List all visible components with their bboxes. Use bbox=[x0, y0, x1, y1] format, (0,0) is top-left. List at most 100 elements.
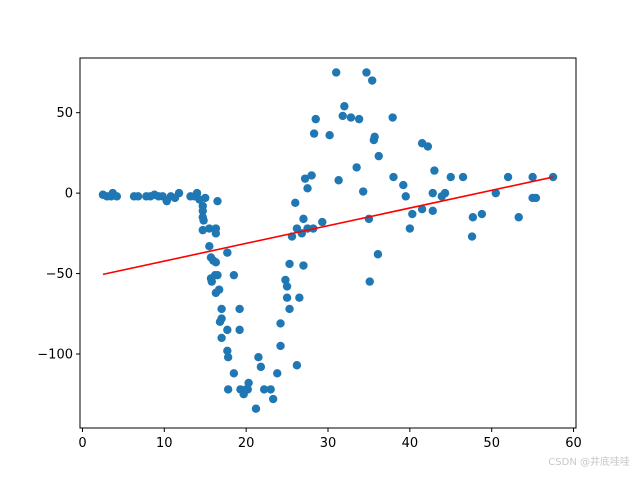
x-tick-label: 40 bbox=[402, 436, 419, 451]
data-point bbox=[295, 293, 304, 302]
data-point bbox=[205, 242, 214, 251]
data-point bbox=[373, 250, 383, 259]
data-point bbox=[229, 270, 239, 280]
data-point bbox=[389, 172, 398, 182]
data-point bbox=[214, 285, 224, 294]
x-axis: 0 10 20 30 40 50 60 bbox=[78, 428, 582, 451]
data-point bbox=[346, 113, 356, 122]
data-point bbox=[514, 213, 523, 222]
watermark: CSDN @井底哇哇 bbox=[548, 457, 630, 468]
data-point bbox=[292, 361, 302, 370]
scatter-points bbox=[98, 68, 558, 413]
data-point bbox=[211, 224, 221, 233]
data-point bbox=[276, 319, 285, 328]
data-point bbox=[285, 259, 294, 269]
data-point bbox=[458, 172, 468, 182]
data-point bbox=[405, 224, 415, 233]
data-point bbox=[334, 176, 343, 185]
data-point bbox=[401, 192, 410, 201]
data-point bbox=[325, 131, 334, 140]
data-point bbox=[223, 325, 232, 335]
data-point bbox=[440, 188, 450, 198]
data-point bbox=[446, 172, 455, 182]
data-point bbox=[251, 404, 261, 413]
data-point bbox=[528, 172, 537, 182]
data-point bbox=[244, 378, 253, 388]
data-point bbox=[358, 187, 368, 196]
y-tick-label: 0 bbox=[65, 187, 73, 202]
data-point bbox=[300, 174, 310, 183]
data-point bbox=[318, 217, 327, 227]
data-point bbox=[223, 353, 233, 362]
data-point bbox=[213, 270, 222, 280]
data-point bbox=[467, 232, 477, 241]
data-point bbox=[229, 369, 239, 378]
data-point bbox=[112, 192, 122, 201]
data-point bbox=[217, 333, 226, 343]
data-point bbox=[367, 76, 377, 85]
data-point bbox=[468, 213, 478, 222]
data-point bbox=[477, 209, 487, 219]
data-point bbox=[217, 304, 226, 314]
data-point bbox=[268, 394, 278, 404]
data-point bbox=[430, 166, 439, 175]
data-point bbox=[331, 68, 341, 77]
data-point bbox=[276, 341, 285, 351]
data-point bbox=[223, 248, 232, 257]
data-point bbox=[354, 114, 364, 124]
data-point bbox=[311, 114, 320, 124]
data-point bbox=[254, 353, 263, 362]
data-point bbox=[223, 346, 232, 355]
data-point bbox=[198, 206, 207, 216]
data-point bbox=[299, 214, 308, 224]
x-tick-label: 20 bbox=[238, 436, 255, 451]
data-point bbox=[207, 277, 216, 286]
data-point bbox=[299, 261, 308, 270]
data-point bbox=[133, 192, 143, 201]
data-point bbox=[352, 163, 361, 172]
data-point bbox=[199, 216, 208, 225]
data-point bbox=[213, 196, 222, 206]
data-point bbox=[243, 385, 252, 394]
y-tick-label: −100 bbox=[37, 348, 73, 363]
plot-area bbox=[80, 58, 576, 428]
x-tick-label: 30 bbox=[320, 436, 337, 451]
data-point bbox=[374, 151, 383, 161]
x-tick-label: 60 bbox=[565, 436, 582, 451]
regression-line bbox=[102, 176, 554, 276]
data-point bbox=[282, 282, 292, 291]
data-point bbox=[417, 205, 427, 214]
data-point bbox=[235, 325, 244, 335]
data-point bbox=[198, 225, 207, 235]
data-point bbox=[365, 277, 374, 286]
data-point bbox=[338, 111, 347, 121]
data-point bbox=[491, 188, 500, 198]
data-point bbox=[192, 188, 202, 198]
data-point bbox=[291, 198, 300, 207]
data-point bbox=[256, 362, 266, 372]
data-point bbox=[408, 209, 417, 219]
data-point bbox=[399, 180, 408, 190]
x-tick-label: 10 bbox=[156, 436, 173, 451]
data-point bbox=[388, 113, 397, 122]
regression-line-layer bbox=[102, 176, 554, 276]
data-point bbox=[423, 142, 433, 151]
data-point bbox=[362, 68, 371, 77]
y-tick-label: 50 bbox=[56, 106, 73, 121]
y-axis: −100 −50 0 50 bbox=[37, 106, 80, 363]
data-point bbox=[309, 129, 319, 138]
data-point bbox=[307, 171, 316, 180]
data-point bbox=[531, 193, 541, 203]
x-tick-label: 0 bbox=[78, 436, 86, 451]
data-point bbox=[266, 385, 275, 394]
data-point bbox=[282, 293, 292, 302]
data-point bbox=[259, 385, 269, 394]
data-point bbox=[205, 224, 214, 233]
data-point bbox=[273, 369, 282, 378]
data-point bbox=[370, 132, 379, 142]
data-point bbox=[285, 304, 294, 314]
data-point bbox=[211, 258, 221, 267]
data-point bbox=[303, 184, 312, 193]
data-point bbox=[281, 275, 290, 285]
